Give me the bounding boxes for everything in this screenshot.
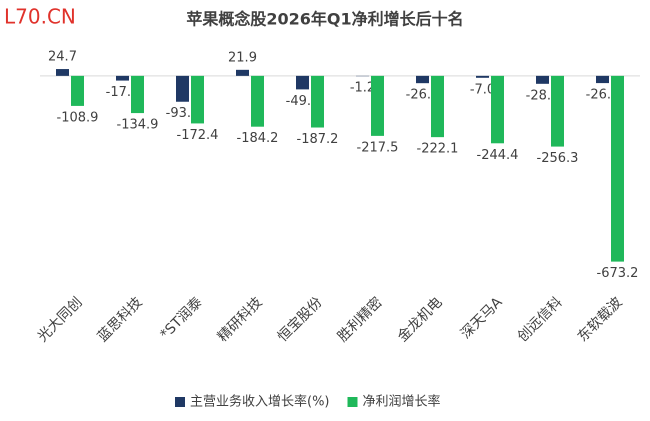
data-label: -17.1 [106, 85, 140, 100]
data-label: -256.3 [537, 151, 579, 166]
legend-label: 净利润增长率 [363, 394, 441, 410]
bar [551, 75, 564, 147]
bar [371, 75, 384, 136]
bar [296, 75, 309, 90]
bar [116, 75, 129, 81]
data-label: -184.2 [237, 131, 279, 146]
bar [131, 75, 144, 114]
data-label: -134.9 [117, 118, 159, 133]
data-label: -108.9 [57, 110, 99, 125]
legend-label: 主营业务收入增长率(%) [190, 394, 330, 410]
bar [56, 69, 69, 76]
data-label: -244.4 [477, 148, 519, 163]
x-tick-label: *ST润泰 [157, 294, 205, 342]
bar [476, 75, 489, 78]
data-label: -217.5 [357, 140, 399, 155]
data-label: -1.2 [350, 81, 375, 96]
bar [176, 75, 189, 102]
legend-swatch [175, 397, 185, 407]
data-label: -93.8 [166, 106, 200, 121]
data-label: -673.2 [597, 266, 639, 281]
bar [431, 75, 444, 138]
x-tick-label: 蓝思科技 [95, 294, 146, 345]
data-label: -222.1 [417, 142, 459, 157]
data-label: 24.7 [48, 50, 77, 65]
bar [416, 75, 429, 84]
data-label: -187.2 [297, 132, 339, 147]
bar [536, 75, 549, 84]
x-tick-label: 精研科技 [215, 294, 266, 345]
chart-title: 苹果概念股2026年Q1净利增长后十名 [186, 10, 463, 29]
data-label: -26.2 [586, 88, 620, 103]
x-tick-label: 光大同创 [35, 294, 86, 345]
x-tick-label: 恒宝股份 [275, 294, 326, 345]
bar [251, 75, 264, 127]
bar [596, 75, 609, 84]
x-tick-label: 金龙机电 [395, 294, 446, 345]
data-label: -28.8 [526, 88, 560, 103]
legend-swatch [347, 397, 358, 407]
data-label: -49.0 [286, 94, 320, 109]
data-label: -26.5 [406, 88, 440, 103]
x-tick-label: 深天马A [458, 294, 506, 342]
x-tick-label: 创远信科 [515, 294, 566, 345]
bar [191, 75, 204, 124]
x-tick-label: 东软载波 [575, 294, 626, 345]
bar [491, 75, 504, 144]
x-tick-label: 胜利精密 [334, 294, 386, 346]
data-label: -172.4 [177, 128, 219, 143]
bar [236, 69, 249, 76]
bar [611, 75, 624, 262]
bar [71, 75, 84, 106]
watermark: L70.CN [4, 5, 76, 29]
data-label: -7.0 [470, 82, 495, 97]
bar [311, 75, 324, 128]
data-label: 21.9 [228, 50, 257, 65]
